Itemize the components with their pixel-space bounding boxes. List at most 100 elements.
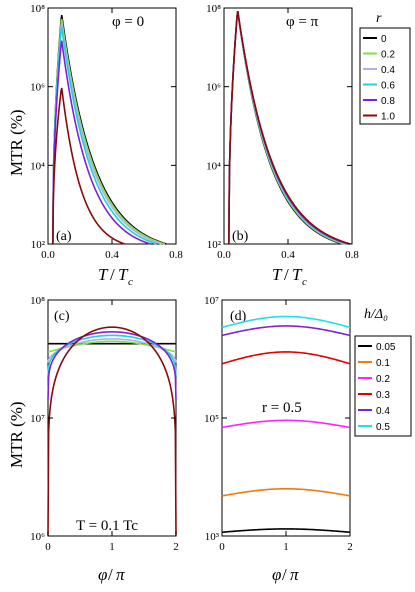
series-line-d-5 — [221, 315, 351, 329]
x-tick-label-c-1: 1 — [109, 541, 115, 553]
legend-label-d-0: 0.05 — [376, 342, 396, 353]
legend-h-items: 0.05 0.1 0.2 0.3 0.4 0.5 — [358, 342, 396, 433]
panel-a-curves — [52, 14, 167, 245]
x-tick-label-d-1: 1 — [283, 541, 289, 553]
series-line-b-0 — [228, 11, 343, 245]
panel-b-annotation: φ = π — [286, 14, 319, 30]
x-tick-label-b-1: 0.4 — [281, 249, 295, 261]
panel-d-frame — [221, 299, 351, 537]
x-label-a-T: T — [98, 265, 109, 284]
legend-r-items: 0 0.2 0.4 0.6 0.8 1.0 — [363, 34, 395, 123]
series-line-b-3 — [228, 10, 348, 245]
legend-h-title: h/Δ₀ — [364, 307, 388, 322]
panel-b-ticks: 0.0 0.4 0.8 10² 10⁴ 10⁶ 10⁸ — [206, 3, 359, 261]
y-axis-label-top: MTR (%) — [7, 109, 26, 176]
x-label-a-sep: / — [110, 265, 115, 284]
series-line-d-4 — [221, 325, 351, 337]
legend-label-b-1: 0.2 — [381, 50, 395, 61]
y-tick-label-a-3: 10⁸ — [30, 3, 45, 15]
y-tick-label-d-0: 10³ — [205, 531, 220, 543]
panel-b: (b) φ = π 0.0 0.4 0.8 10² 10⁴ 10⁶ 10⁸ — [206, 3, 359, 261]
legend-r-title: r — [376, 11, 382, 26]
series-line-b-2 — [228, 11, 346, 245]
series-line-d-1 — [221, 488, 351, 497]
panel-a-ticks: 0.0 0.4 0.8 10² 10⁴ 10⁶ 10⁸ — [30, 3, 183, 261]
panel-c: (c) T = 0.1 Tc 0 1 2 10⁶ 10⁷ 10⁸ — [30, 295, 179, 553]
panel-d-curves — [221, 315, 351, 534]
legend-label-d-2: 0.2 — [376, 374, 390, 385]
x-label-a-Tc: T — [118, 265, 129, 284]
y-tick-label-b-0: 10² — [207, 239, 222, 251]
y-tick-label-d-1: 10⁵ — [204, 413, 219, 425]
x-label-c-pi: π — [116, 565, 125, 584]
legend-label-b-2: 0.4 — [381, 65, 395, 76]
legend-label-b-0: 0 — [381, 34, 387, 45]
y-tick-label-b-2: 10⁶ — [206, 82, 221, 94]
series-line-d-2 — [221, 419, 351, 429]
x-axis-label-d: φ / π — [272, 565, 299, 584]
legend-label-b-4: 0.8 — [381, 96, 395, 107]
y-tick-label-b-3: 10⁸ — [206, 3, 221, 15]
y-tick-label-c-1: 10⁷ — [30, 413, 45, 425]
series-line-d-3 — [221, 351, 351, 365]
legend-r-box — [359, 27, 411, 125]
panel-c-ticks: 0 1 2 10⁶ 10⁷ 10⁸ — [30, 295, 179, 553]
series-line-a-5 — [52, 87, 125, 245]
series-line-b-4 — [228, 10, 349, 245]
x-tick-label-b-0: 0.0 — [217, 249, 231, 261]
series-line-a-3 — [52, 26, 157, 245]
series-line-b-1 — [228, 11, 345, 245]
legend-h-box — [354, 335, 412, 437]
panel-b-curves — [228, 10, 351, 245]
x-label-b-sub: c — [302, 276, 307, 288]
x-tick-label-a-1: 0.4 — [105, 249, 119, 261]
legend-label-b-5: 1.0 — [381, 112, 395, 123]
x-label-a-sub: c — [128, 276, 133, 288]
panel-b-label: (b) — [232, 229, 249, 244]
series-line-a-1 — [52, 18, 166, 245]
x-label-d-sep: / — [282, 565, 287, 584]
panel-c-annotation: T = 0.1 Tc — [76, 518, 138, 534]
x-label-d-pi: π — [290, 565, 299, 584]
panel-a-label: (a) — [56, 229, 72, 244]
x-label-b-sep: / — [284, 265, 289, 284]
x-axis-label-b: T / T c — [272, 265, 307, 288]
y-tick-label-a-1: 10⁴ — [30, 160, 45, 172]
panel-a: (a) φ = 0 0.0 0.4 0.8 10² 10⁴ 10⁶ 10⁸ — [30, 3, 183, 261]
x-axis-label-a: T / T c — [98, 265, 133, 288]
x-axis-label-c: φ / π — [98, 565, 125, 584]
series-line-c-2 — [47, 338, 177, 363]
x-label-d-phi: φ — [272, 565, 281, 584]
legend-label-d-4: 0.4 — [376, 406, 390, 417]
panel-d-ticks: 0 1 2 10³ 10⁵ 10⁷ — [204, 295, 353, 553]
y-tick-label-c-2: 10⁸ — [30, 295, 45, 307]
panel-a-annotation: φ = 0 — [112, 14, 144, 30]
panel-d-annotation: r = 0.5 — [262, 400, 302, 416]
legend-label-b-3: 0.6 — [381, 81, 395, 92]
legend-h: h/Δ₀ 0.05 0.1 0.2 0.3 0.4 0.5 — [354, 307, 412, 437]
x-tick-label-a-0: 0.0 — [41, 249, 55, 261]
x-tick-label-d-2: 2 — [347, 541, 353, 553]
series-line-b-5 — [228, 10, 351, 245]
series-line-c-4 — [47, 331, 177, 401]
series-line-d-0 — [221, 528, 351, 534]
x-label-c-phi: φ — [98, 565, 107, 584]
legend-label-d-3: 0.3 — [376, 390, 390, 401]
x-tick-label-b-2: 0.8 — [345, 249, 359, 261]
legend-label-d-1: 0.1 — [376, 358, 390, 369]
series-line-c-3 — [47, 334, 177, 377]
x-label-b-T: T — [272, 265, 283, 284]
x-tick-label-c-0: 0 — [45, 541, 51, 553]
series-line-a-2 — [52, 22, 162, 245]
x-label-c-sep: / — [108, 565, 113, 584]
y-tick-label-d-2: 10⁷ — [204, 295, 219, 307]
y-tick-label-a-2: 10⁶ — [30, 82, 45, 94]
series-line-a-0 — [52, 14, 167, 245]
panel-d-label: (d) — [230, 309, 247, 324]
series-line-a-4 — [52, 40, 151, 245]
series-line-c-5 — [47, 326, 177, 536]
x-tick-label-d-0: 0 — [219, 541, 225, 553]
legend-label-d-5: 0.5 — [376, 422, 390, 433]
legend-r: r 0 0.2 0.4 0.6 0.8 1.0 — [359, 11, 411, 125]
